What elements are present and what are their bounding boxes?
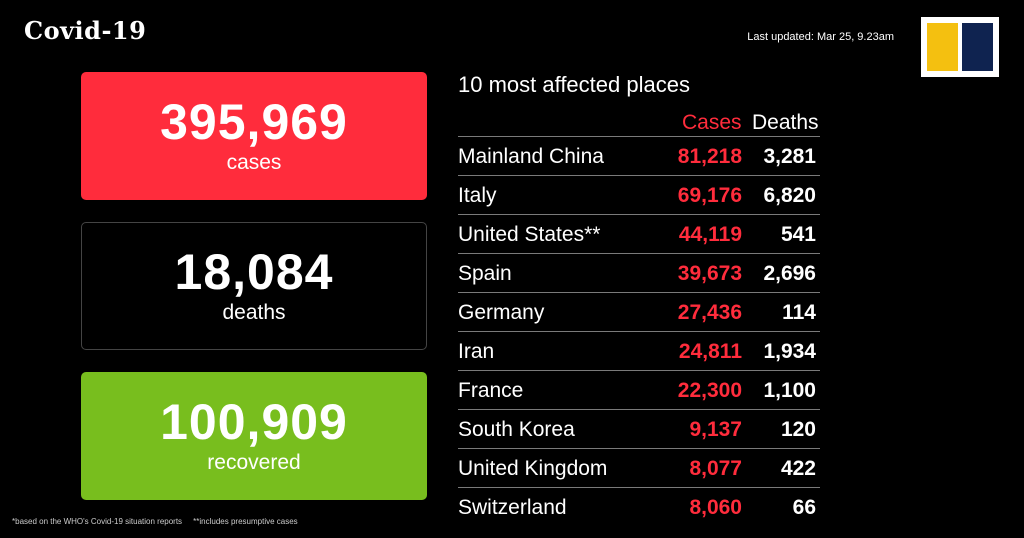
place-cases: 9,137 (689, 418, 742, 441)
cases-label: cases (226, 151, 282, 174)
place-deaths: 1,100 (763, 379, 816, 402)
table-row: United Kingdom 8,077 422 (458, 448, 820, 487)
deaths-total: 18,084 (174, 244, 334, 300)
place-cases: 44,119 (678, 223, 742, 246)
place-name: South Korea (458, 418, 575, 441)
logo-yellow-block (927, 23, 958, 71)
place-name: Germany (458, 301, 545, 324)
place-deaths: 422 (780, 457, 816, 480)
deaths-card: 18,084 deaths (81, 222, 427, 350)
place-name: Mainland China (458, 145, 604, 168)
place-name: Italy (458, 184, 497, 207)
table-row: France 22,300 1,100 (458, 370, 820, 409)
column-header-deaths: Deaths (752, 111, 819, 134)
place-cases: 22,300 (677, 379, 742, 402)
page-title: Covid-19 (24, 16, 147, 45)
logo-navy-block (962, 23, 993, 71)
recovered-label: recovered (207, 451, 301, 474)
recovered-card: 100,909 recovered (81, 372, 427, 500)
affected-places-table: Mainland China 81,218 3,281 Italy 69,176… (458, 136, 820, 526)
place-deaths: 541 (780, 223, 816, 246)
place-name: United States** (458, 223, 601, 246)
place-cases: 81,218 (677, 145, 742, 168)
table-row: Switzerland 8,060 66 (458, 487, 820, 526)
table-row: Italy 69,176 6,820 (458, 175, 820, 214)
place-name: France (458, 379, 524, 402)
deaths-label: deaths (222, 301, 286, 324)
last-updated-text: Last updated: Mar 25, 9.23am (747, 31, 894, 43)
recovered-total: 100,909 (160, 394, 348, 450)
table-row: Iran 24,811 1,934 (458, 331, 820, 370)
place-cases: 27,436 (677, 301, 742, 324)
place-cases: 39,673 (677, 262, 742, 285)
place-cases: 69,176 (677, 184, 742, 207)
place-cases: 8,060 (689, 496, 742, 519)
place-deaths: 2,696 (763, 262, 816, 285)
table-title: 10 most affected places (458, 72, 690, 97)
place-deaths: 120 (780, 418, 816, 441)
column-header-cases: Cases (682, 111, 742, 134)
table-row: Mainland China 81,218 3,281 (458, 136, 820, 175)
place-name: Spain (458, 262, 512, 285)
place-deaths: 6,820 (763, 184, 816, 207)
footnote: *based on the WHO's Covid-19 situation r… (12, 517, 298, 526)
scmp-logo (921, 17, 999, 77)
cases-total: 395,969 (160, 94, 348, 150)
table-row: Germany 27,436 114 (458, 292, 820, 331)
place-deaths: 66 (792, 496, 816, 519)
place-deaths: 1,934 (763, 340, 816, 363)
place-name: Switzerland (458, 496, 567, 519)
cases-card: 395,969 cases (81, 72, 427, 200)
place-deaths: 3,281 (763, 145, 816, 168)
place-name: Iran (458, 340, 495, 363)
place-cases: 24,811 (678, 340, 742, 363)
table-row: South Korea 9,137 120 (458, 409, 820, 448)
place-deaths: 114 (782, 301, 816, 324)
place-name: United Kingdom (458, 457, 608, 480)
place-cases: 8,077 (689, 457, 742, 480)
table-row: Spain 39,673 2,696 (458, 253, 820, 292)
table-row: United States** 44,119 541 (458, 214, 820, 253)
